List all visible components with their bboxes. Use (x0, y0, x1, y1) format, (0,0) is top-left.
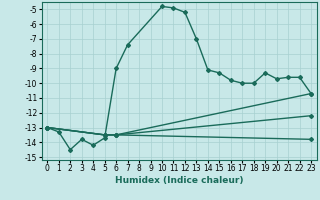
X-axis label: Humidex (Indice chaleur): Humidex (Indice chaleur) (115, 176, 244, 185)
